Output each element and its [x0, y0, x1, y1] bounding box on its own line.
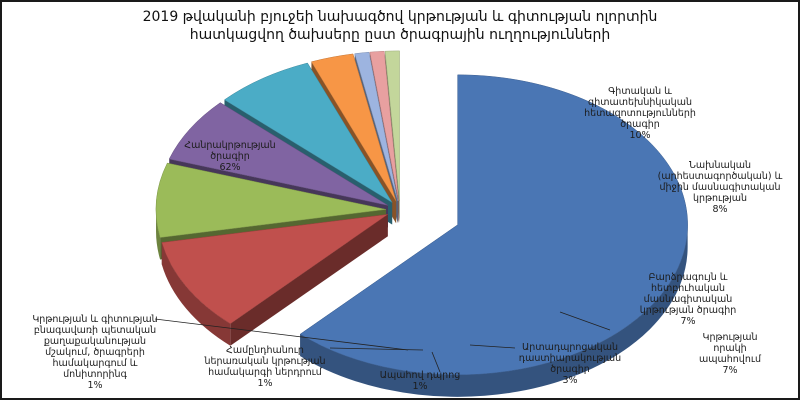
- slice-label-5-line-3: ապահովում: [699, 354, 762, 365]
- slice-label-4-line-1: Բարձրագույն և: [648, 272, 727, 283]
- slice-label-4-line-2: հետբուհական: [651, 283, 725, 294]
- slice-value-label-4: 7%: [680, 316, 695, 327]
- chart-title-line-1: 2019 թվականի բյուջեի նախագծով կրթության …: [142, 9, 658, 25]
- slice-label-6-line-3: ծրագիր: [550, 364, 589, 375]
- slice-label-8-line-1: Համընդհանուր: [226, 345, 304, 356]
- pie-slice-4: [168, 102, 389, 206]
- chart-title-line-2: հատկացվող ծախսերը ըստ ծրագրային ուղղությ…: [189, 27, 611, 43]
- pie-slice-group-2: [161, 214, 388, 346]
- slice-label-2-line-2: գիտատեխնիկական: [588, 97, 692, 108]
- slice-label-6-line-2: դաստիարակության: [519, 353, 621, 364]
- leader-line-7: [431, 351, 441, 373]
- pie-slice-8: [369, 50, 399, 201]
- pie-slice-3: [155, 162, 387, 238]
- slice-value-label-7: 1%: [412, 381, 427, 392]
- pie-slice-2: [161, 214, 388, 325]
- slice-label-3-line-3: միջին մասնագիտական: [659, 182, 780, 193]
- pie-slice-rim-1-1: [300, 224, 688, 397]
- slice-value-label-6: 3%: [562, 375, 577, 386]
- slice-value-label-3: 8%: [712, 204, 727, 215]
- slice-label-5-line-2: որակի: [713, 343, 746, 354]
- leader-line-5: [559, 311, 611, 331]
- slice-label-3-line-4: կրթության: [693, 193, 747, 204]
- slice-label-4-line-3: մասնագիտական: [644, 294, 733, 305]
- slice-label-9-line-2: բնագավառի պետական: [34, 325, 156, 336]
- pie-slice-7: [354, 51, 399, 202]
- slice-label-8-line-2: ներառական կրթության: [203, 356, 325, 367]
- pie-slice-wall-2-1: [230, 214, 388, 346]
- slice-label-9-line-4: մշակում, ծրագրերի: [45, 347, 145, 358]
- pie-slice-9: [384, 50, 400, 201]
- slice-label-6-line-1: Արտադպրոցական: [522, 342, 618, 353]
- pie-slice-6: [311, 53, 397, 202]
- slice-label-5-line-1: Կրթության: [702, 332, 757, 343]
- slice-label-9-line-6: մոնիտորինգ: [63, 369, 127, 380]
- pie-slice-rim-2-1: [161, 242, 231, 346]
- pie-slice-rim-3-1: [156, 209, 161, 260]
- slice-label-9-line-5: համակարգում և: [53, 358, 138, 369]
- slice-label-2-line-1: Գիտական և: [608, 86, 672, 97]
- pie-slice-group-1: [299, 74, 688, 397]
- leader-line-9: [154, 318, 409, 351]
- slice-label-1-line-1: Հանրակրթության: [184, 140, 275, 151]
- slice-value-label-5: 7%: [722, 365, 737, 376]
- slice-label-9-line-1: Կրթության և գիտության: [32, 314, 157, 325]
- slice-label-8-line-3: համակարգի ներդրում: [208, 367, 323, 378]
- pie-slice-5: [224, 62, 393, 203]
- pie-slice-1: [299, 74, 688, 376]
- slice-label-4-line-4: կրթության ծրագիր: [640, 305, 737, 316]
- slice-value-label-2: 10%: [629, 130, 650, 141]
- slice-label-2-line-4: ծրագիր: [620, 119, 659, 130]
- slice-label-3-line-2: (արհեստագործական) և: [658, 171, 783, 182]
- slice-label-3-line-1: Նախնական: [689, 160, 751, 171]
- slice-value-label-1: 62%: [219, 162, 240, 173]
- chart-title: 2019 թվականի բյուջեի նախագծով կրթության …: [60, 8, 740, 44]
- slice-label-9-line-3: քաղաքականության: [44, 336, 146, 347]
- slice-value-label-8: 1%: [257, 378, 272, 389]
- leader-line-6: [469, 344, 516, 349]
- slice-label-1-line-2: ծրագիր: [210, 151, 249, 162]
- slice-value-label-9: 1%: [87, 380, 102, 391]
- slice-label-2-line-3: հետազոտությունների: [584, 108, 696, 119]
- slice-label-7-line-1: Ապահով դպրոց: [380, 370, 460, 381]
